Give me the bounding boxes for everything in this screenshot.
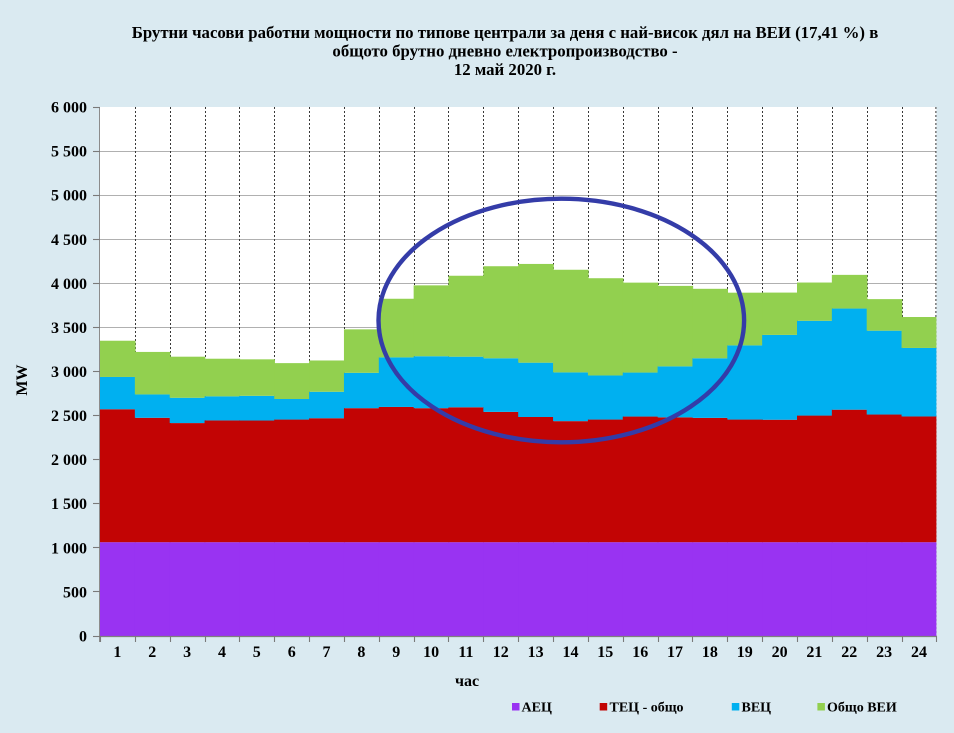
svg-text:2 500: 2 500	[51, 408, 87, 425]
svg-text:9: 9	[392, 644, 400, 661]
svg-text:4 500: 4 500	[51, 232, 87, 249]
svg-text:ТЕЦ - общо: ТЕЦ - общо	[610, 701, 684, 716]
svg-text:24: 24	[911, 644, 927, 661]
svg-text:14: 14	[563, 644, 579, 661]
svg-text:10: 10	[423, 644, 439, 661]
svg-text:3 000: 3 000	[51, 364, 87, 381]
svg-text:общото брутно дневно електропр: общото брутно дневно електропроизводство…	[332, 41, 677, 60]
svg-text:17: 17	[667, 644, 683, 661]
svg-text:7: 7	[323, 644, 331, 661]
svg-text:12 май 2020 г.: 12 май 2020 г.	[454, 60, 556, 79]
svg-text:11: 11	[458, 644, 473, 661]
svg-text:3: 3	[183, 644, 191, 661]
svg-text:500: 500	[63, 584, 87, 601]
svg-text:12: 12	[493, 644, 509, 661]
svg-text:6 000: 6 000	[51, 100, 87, 117]
svg-text:4 000: 4 000	[51, 276, 87, 293]
svg-text:5 500: 5 500	[51, 144, 87, 161]
svg-text:3 500: 3 500	[51, 320, 87, 337]
svg-text:MW: MW	[14, 364, 31, 395]
svg-text:22: 22	[841, 644, 857, 661]
svg-text:20: 20	[772, 644, 788, 661]
svg-text:23: 23	[876, 644, 892, 661]
svg-text:5: 5	[253, 644, 261, 661]
svg-text:21: 21	[806, 644, 822, 661]
svg-text:16: 16	[632, 644, 648, 661]
svg-text:15: 15	[597, 644, 613, 661]
svg-text:4: 4	[218, 644, 226, 661]
svg-text:АЕЦ: АЕЦ	[522, 701, 552, 716]
svg-text:Общо ВЕИ: Общо ВЕИ	[827, 701, 897, 716]
svg-text:6: 6	[288, 644, 296, 661]
svg-text:ВЕЦ: ВЕЦ	[742, 701, 772, 716]
svg-text:2 000: 2 000	[51, 452, 87, 469]
svg-text:0: 0	[79, 629, 87, 646]
svg-text:8: 8	[357, 644, 365, 661]
svg-text:1 500: 1 500	[51, 496, 87, 513]
svg-text:13: 13	[528, 644, 544, 661]
svg-text:час: час	[455, 673, 479, 690]
svg-text:18: 18	[702, 644, 718, 661]
svg-text:Брутни часови работни мощности: Брутни часови работни мощности по типове…	[132, 23, 879, 42]
svg-text:1 000: 1 000	[51, 540, 87, 557]
svg-text:1: 1	[113, 644, 121, 661]
svg-text:2: 2	[148, 644, 156, 661]
svg-text:19: 19	[737, 644, 753, 661]
svg-text:5 000: 5 000	[51, 188, 87, 205]
